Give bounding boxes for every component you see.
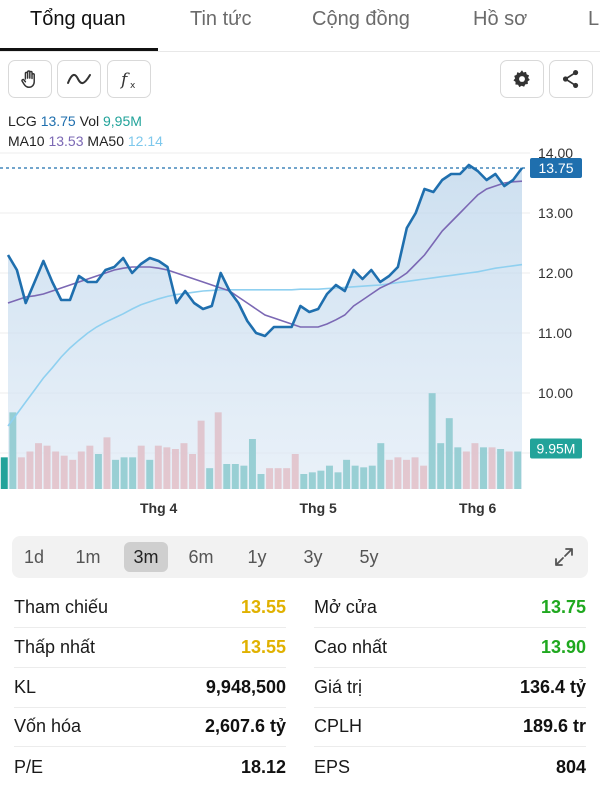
share-icon [562, 70, 579, 88]
tab-community[interactable]: Cộng đồng [312, 8, 410, 30]
stat-label: Thấp nhất [14, 637, 96, 657]
y-tick-label: 13.00 [538, 205, 573, 221]
stat-value: 13.75 [540, 597, 586, 617]
ma50-label: MA50 [87, 133, 124, 149]
stat-row: Thấp nhất 13.55 [14, 628, 286, 668]
value-badges: 13.75 9.95M [530, 158, 582, 459]
volume-bar [0, 457, 8, 489]
last-price-badge-bg [530, 158, 582, 178]
ma50-value: 12.14 [127, 133, 163, 149]
stat-value: 804 [555, 756, 586, 777]
range-3y[interactable]: 3y [303, 547, 323, 567]
stat-value: 136.4 tỷ [519, 677, 586, 697]
stat-row: CPLH 189.6 tr [314, 707, 586, 747]
y-tick-label: 14.00 [538, 145, 573, 161]
stat-row: KL 9,948,500 [14, 668, 286, 708]
vol-value: 9,95M [102, 113, 142, 129]
stat-row: Mở cửa 13.75 [314, 588, 586, 628]
stat-label: P/E [14, 756, 44, 777]
x-axis: Thg 4 Thg 5 Thg 6 [140, 500, 497, 516]
stat-row: P/E 18.12 [14, 747, 286, 787]
stat-label: Cao nhất [314, 637, 388, 657]
y-tick-label: 11.00 [538, 325, 572, 341]
range-6m[interactable]: 6m [188, 547, 214, 567]
svg-text:x: x [130, 81, 136, 91]
stat-label: KL [14, 677, 37, 697]
price-value: 13.75 [40, 113, 76, 129]
hand-icon [21, 70, 35, 88]
stat-label: Mở cửa [314, 597, 377, 617]
stat-value: 18.12 [240, 756, 286, 777]
tab-bar: Tổng quan Tin tức Cộng đồng Hồ sơ L [0, 0, 600, 52]
x-tick-label: Thg 6 [459, 500, 497, 516]
range-1m[interactable]: 1m [75, 547, 101, 567]
stat-value: 13.55 [240, 637, 286, 657]
range-1d[interactable]: 1d [23, 547, 45, 567]
line-tool-button[interactable] [57, 60, 101, 98]
stat-value: 13.90 [540, 637, 586, 657]
expand-icon[interactable] [552, 545, 576, 569]
x-tick-label: Thg 5 [300, 500, 338, 516]
range-1y[interactable]: 1y [247, 547, 267, 567]
tab-overview[interactable]: Tổng quan [30, 8, 126, 30]
last-volume-badge-bg [530, 438, 582, 459]
active-tab-underline [0, 48, 158, 51]
x-tick-label: Thg 4 [140, 500, 178, 516]
y-tick-label: 12.00 [538, 265, 573, 281]
price-area [8, 165, 522, 489]
last-price-badge: 13.75 [538, 160, 573, 176]
stat-row: Tham chiếu 13.55 [14, 588, 286, 628]
ma10-line [7, 180, 523, 328]
vol-label: Vol [79, 113, 100, 129]
stat-label: Vốn hóa [14, 716, 82, 736]
hand-tool-button[interactable] [8, 60, 52, 98]
stat-value: 2,607.6 tỷ [204, 716, 286, 736]
gear-icon [513, 70, 530, 88]
stat-row: Cao nhất 13.90 [314, 628, 586, 668]
price-line [6, 163, 524, 338]
range-5y[interactable]: 5y [359, 547, 379, 567]
share-button[interactable] [549, 60, 593, 98]
stat-row: EPS 804 [314, 747, 586, 787]
stat-value: 189.6 tr [522, 716, 586, 736]
stat-row: Giá trị 136.4 tỷ [314, 668, 586, 708]
y-tick-label: 10.00 [538, 385, 573, 401]
function-icon: f x [119, 70, 136, 91]
ma10-label: MA10 [8, 133, 45, 149]
tab-more[interactable]: L [588, 8, 600, 30]
range-selector: 1d 1m 3m 6m 1y 3y 5y [12, 536, 588, 578]
ma50-line [7, 263, 523, 427]
last-volume-badge: 9.95M [537, 441, 576, 457]
ma10-value: 13.53 [48, 133, 84, 149]
indicator-button[interactable]: f x [107, 60, 151, 98]
stat-label: CPLH [314, 716, 363, 736]
stat-value: 9,948,500 [205, 677, 286, 697]
settings-button[interactable] [500, 60, 544, 98]
symbol-label: LCG [8, 113, 37, 129]
wave-icon [67, 73, 91, 85]
tab-profile[interactable]: Hồ sơ [473, 8, 528, 30]
stat-label: Tham chiếu [14, 597, 109, 617]
svg-text:f: f [119, 70, 130, 90]
ma-legend: MA10 13.53 MA50 12.14 [8, 133, 163, 149]
stat-value: 13.55 [240, 597, 286, 617]
price-legend: LCG 13.75 Vol 9,95M [8, 113, 142, 129]
tab-news[interactable]: Tin tức [190, 8, 252, 30]
range-3m[interactable]: 3m [124, 542, 168, 572]
stat-label: EPS [314, 756, 351, 777]
stat-label: Giá trị [314, 677, 363, 697]
stat-row: Vốn hóa 2,607.6 tỷ [14, 707, 286, 747]
